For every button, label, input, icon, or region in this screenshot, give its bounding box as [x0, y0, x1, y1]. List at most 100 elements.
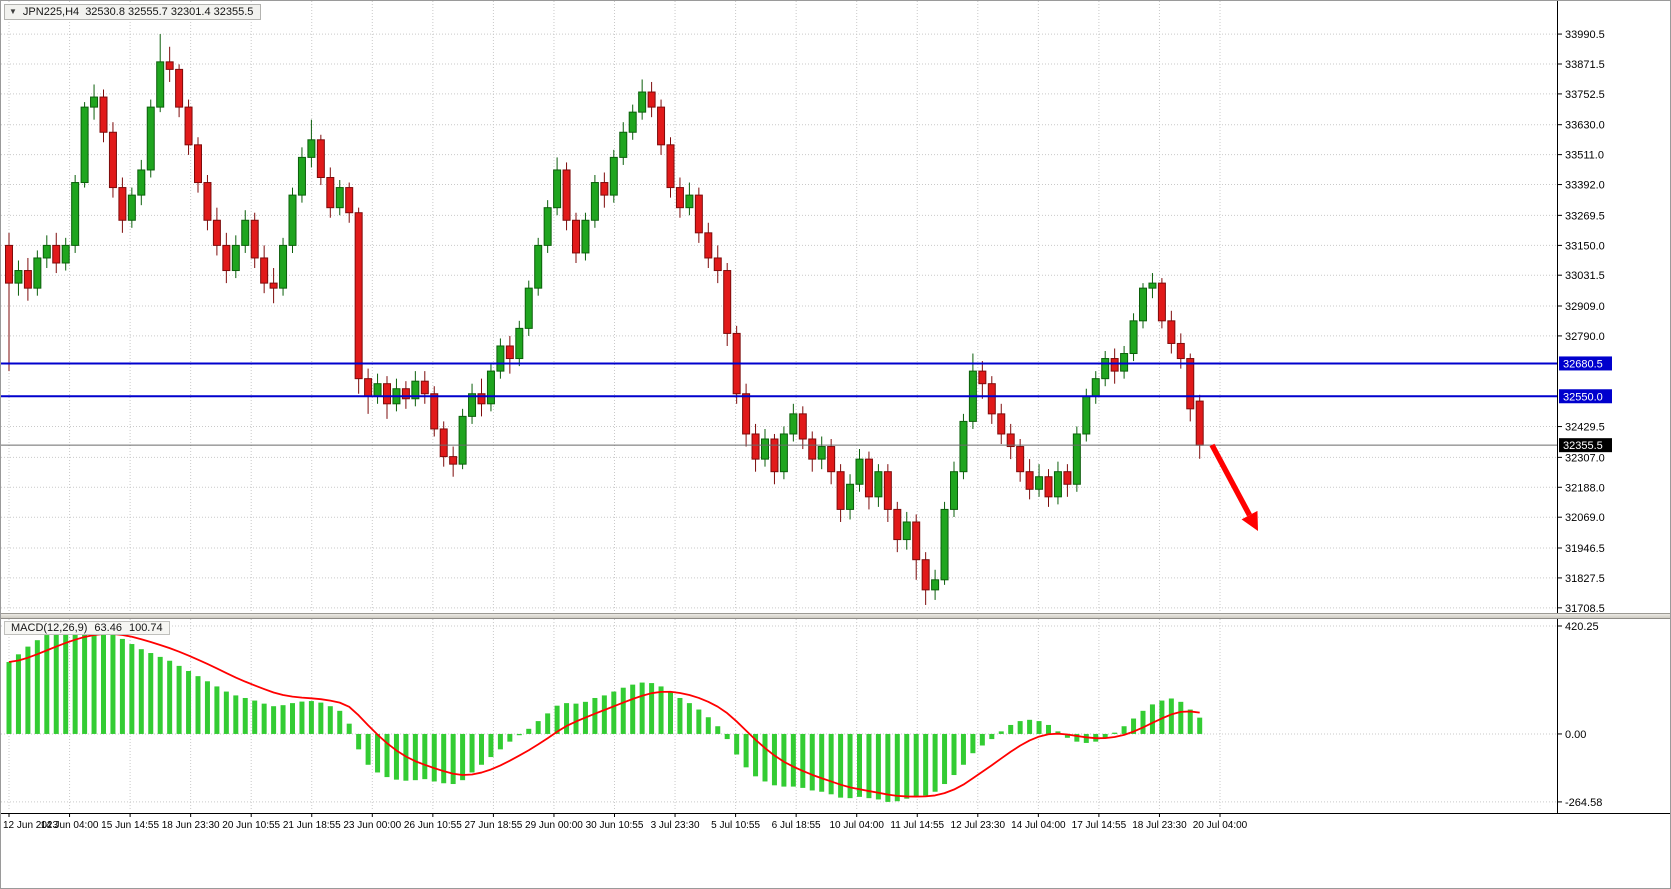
candle[interactable]	[751, 423, 760, 472]
candle[interactable]	[127, 187, 136, 228]
candle[interactable]	[1167, 310, 1176, 354]
candle[interactable]	[411, 371, 420, 407]
candle[interactable]	[14, 260, 23, 296]
candle[interactable]	[997, 403, 1006, 445]
candle[interactable]	[392, 378, 401, 412]
candle[interactable]	[241, 210, 250, 253]
candle[interactable]	[685, 182, 694, 216]
candle[interactable]	[194, 137, 202, 193]
candle[interactable]	[505, 335, 514, 374]
candle[interactable]	[562, 162, 571, 231]
candle[interactable]	[184, 99, 193, 155]
candle[interactable]	[430, 386, 439, 437]
candle[interactable]	[269, 268, 278, 304]
candle[interactable]	[165, 46, 174, 82]
candle[interactable]	[1101, 351, 1110, 387]
candle[interactable]	[383, 376, 391, 419]
candle[interactable]	[458, 408, 467, 470]
candle[interactable]	[279, 237, 288, 296]
candle[interactable]	[742, 383, 751, 447]
candle[interactable]	[42, 235, 51, 269]
candle[interactable]	[108, 122, 117, 198]
candle[interactable]	[486, 363, 495, 412]
candle[interactable]	[675, 177, 684, 218]
candle[interactable]	[449, 446, 458, 477]
candle[interactable]	[146, 99, 155, 178]
candle[interactable]	[779, 426, 788, 480]
candle[interactable]	[212, 207, 221, 256]
candle[interactable]	[468, 383, 477, 424]
candle[interactable]	[1139, 283, 1147, 329]
candle[interactable]	[477, 378, 486, 417]
candle[interactable]	[90, 84, 99, 120]
candle[interactable]	[893, 501, 902, 553]
panel-splitter[interactable]	[1, 613, 1670, 619]
candle[interactable]	[175, 64, 184, 118]
candle[interactable]	[99, 89, 108, 143]
candle[interactable]	[836, 464, 845, 522]
candle[interactable]	[770, 433, 779, 485]
arrow-annotation-head[interactable]	[1241, 510, 1258, 531]
candle[interactable]	[864, 451, 873, 510]
candle[interactable]	[647, 81, 656, 118]
candle[interactable]	[1025, 459, 1034, 500]
candle[interactable]	[52, 232, 61, 274]
candle[interactable]	[1006, 423, 1015, 460]
candle[interactable]	[694, 187, 703, 243]
candle[interactable]	[80, 102, 89, 188]
candle[interactable]	[156, 34, 165, 113]
candle[interactable]	[137, 159, 146, 206]
candle[interactable]	[987, 376, 996, 424]
candle[interactable]	[1195, 394, 1204, 459]
candle[interactable]	[789, 403, 798, 442]
candle[interactable]	[231, 235, 240, 279]
candle[interactable]	[808, 431, 817, 472]
candle[interactable]	[846, 474, 855, 520]
candle[interactable]	[61, 237, 70, 271]
candle[interactable]	[798, 406, 807, 450]
candle[interactable]	[439, 421, 448, 467]
candle[interactable]	[1157, 278, 1166, 329]
candle[interactable]	[203, 174, 212, 231]
candle[interactable]	[23, 257, 32, 301]
candle[interactable]	[1072, 426, 1081, 492]
candle[interactable]	[874, 464, 883, 507]
arrow-annotation[interactable]	[1209, 443, 1252, 517]
candle[interactable]	[553, 157, 562, 216]
candle[interactable]	[222, 232, 231, 284]
candle[interactable]	[912, 514, 921, 580]
candle[interactable]	[855, 449, 864, 492]
candle[interactable]	[1186, 353, 1195, 422]
candle[interactable]	[373, 373, 382, 404]
candle[interactable]	[761, 428, 769, 467]
candle[interactable]	[817, 436, 826, 470]
candle[interactable]	[71, 174, 80, 253]
candle[interactable]	[345, 182, 354, 223]
candle[interactable]	[1129, 313, 1138, 362]
candle[interactable]	[1035, 464, 1044, 497]
candle[interactable]	[638, 79, 647, 120]
candle[interactable]	[940, 501, 949, 585]
candle[interactable]	[496, 338, 505, 379]
candle[interactable]	[33, 250, 42, 296]
candle[interactable]	[288, 187, 297, 253]
candle[interactable]	[968, 353, 977, 429]
candle[interactable]	[723, 262, 732, 346]
candle[interactable]	[250, 212, 259, 269]
candle[interactable]	[401, 381, 410, 409]
candle[interactable]	[515, 320, 524, 367]
candle[interactable]	[883, 464, 892, 522]
candle[interactable]	[704, 222, 713, 269]
candle[interactable]	[543, 200, 552, 253]
candle[interactable]	[260, 245, 269, 294]
candle[interactable]	[1120, 345, 1129, 379]
candle[interactable]	[1053, 461, 1062, 505]
candle[interactable]	[619, 122, 628, 165]
candle[interactable]	[1110, 348, 1119, 384]
candle[interactable]	[1063, 464, 1072, 497]
candle[interactable]	[364, 368, 373, 414]
candle[interactable]	[316, 134, 325, 186]
candle[interactable]	[732, 325, 741, 404]
candle[interactable]	[713, 245, 722, 284]
